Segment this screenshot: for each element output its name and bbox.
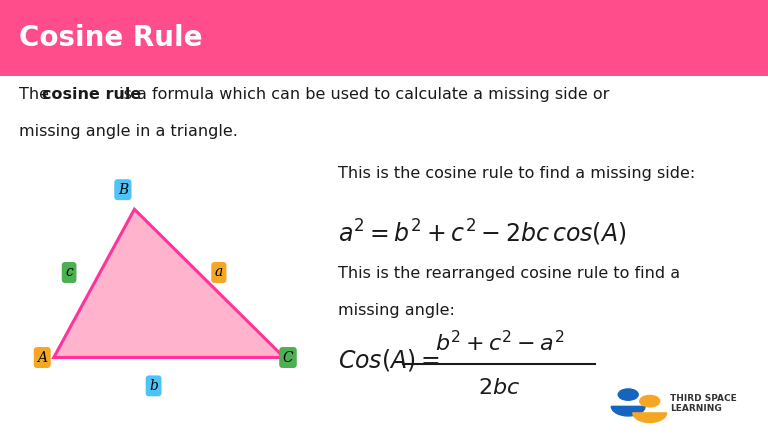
FancyBboxPatch shape: [0, 0, 768, 76]
Text: THIRD SPACE
LEARNING: THIRD SPACE LEARNING: [670, 394, 737, 413]
Text: A: A: [37, 351, 48, 364]
Wedge shape: [611, 406, 645, 416]
Text: c: c: [65, 266, 73, 279]
Text: This is the cosine rule to find a missing side:: This is the cosine rule to find a missin…: [338, 166, 695, 181]
Text: This is the rearranged cosine rule to find a: This is the rearranged cosine rule to fi…: [338, 266, 680, 281]
Text: The: The: [19, 87, 55, 102]
Wedge shape: [633, 413, 667, 422]
Text: $a^2 = b^2 + c^2 - 2bc\,cos(A)$: $a^2 = b^2 + c^2 - 2bc\,cos(A)$: [338, 218, 626, 248]
Text: Cosine Rule: Cosine Rule: [19, 24, 203, 52]
Text: cosine rule: cosine rule: [42, 87, 141, 102]
Circle shape: [640, 395, 660, 407]
Text: $Cos(A) =$: $Cos(A) =$: [338, 347, 439, 373]
Circle shape: [618, 389, 638, 400]
Text: a: a: [215, 266, 223, 279]
Text: is a formula which can be used to calculate a missing side or: is a formula which can be used to calcul…: [114, 87, 610, 102]
Text: missing angle:: missing angle:: [338, 303, 455, 318]
Text: missing angle in a triangle.: missing angle in a triangle.: [19, 124, 238, 139]
Text: $2bc$: $2bc$: [478, 378, 520, 398]
Text: b: b: [149, 379, 158, 393]
Text: C: C: [283, 351, 293, 364]
Polygon shape: [54, 209, 284, 358]
Text: B: B: [118, 183, 128, 197]
Text: $b^2 + c^2 - a^2$: $b^2 + c^2 - a^2$: [435, 330, 564, 355]
